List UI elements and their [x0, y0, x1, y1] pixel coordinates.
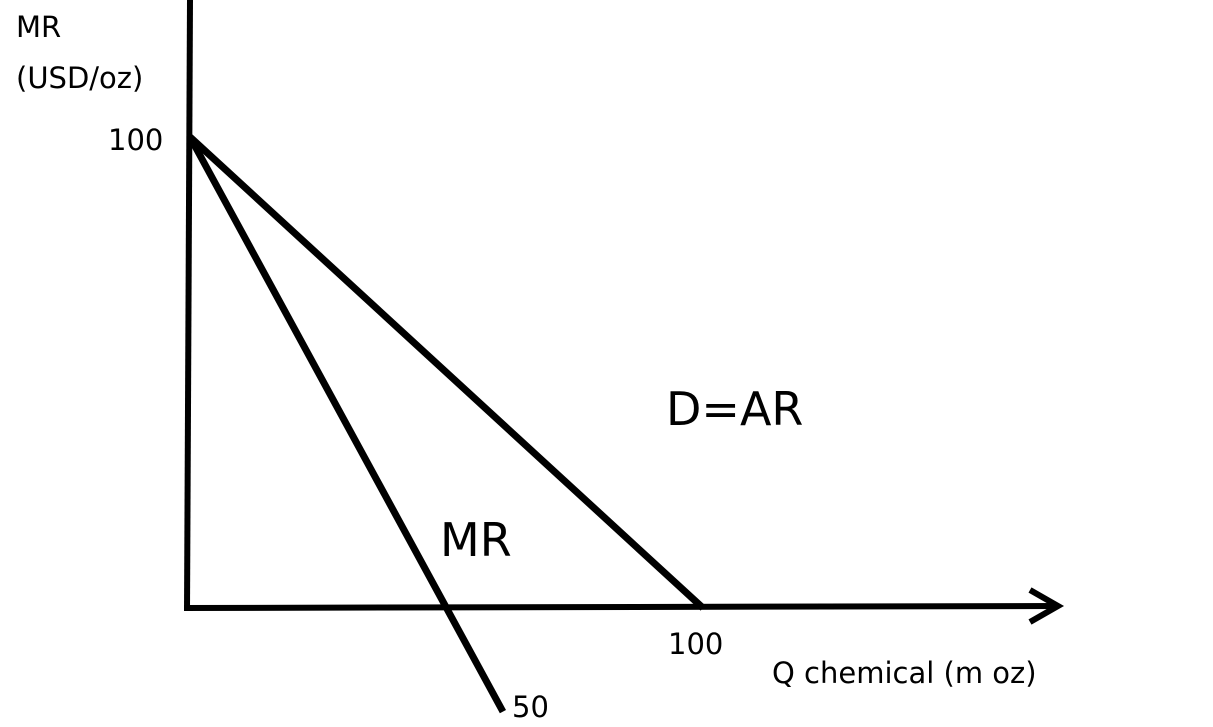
- x-tick-50: 50: [512, 690, 549, 724]
- x-tick-100: 100: [668, 627, 723, 661]
- x-axis: [183, 603, 1059, 611]
- y-axis-label-line1: MR: [16, 10, 61, 44]
- mr-line: [186, 135, 507, 714]
- y-axis: [184, 0, 193, 612]
- x-axis-arrowhead: [1028, 587, 1065, 625]
- demand-line: [187, 134, 706, 611]
- x-axis-label: Q chemical (m oz): [772, 656, 1037, 690]
- mr-series-label: MR: [440, 513, 512, 567]
- demand-series-label: D=AR: [666, 382, 803, 436]
- y-tick-100: 100: [108, 123, 163, 157]
- y-axis-label-line2: (USD/oz): [16, 61, 143, 95]
